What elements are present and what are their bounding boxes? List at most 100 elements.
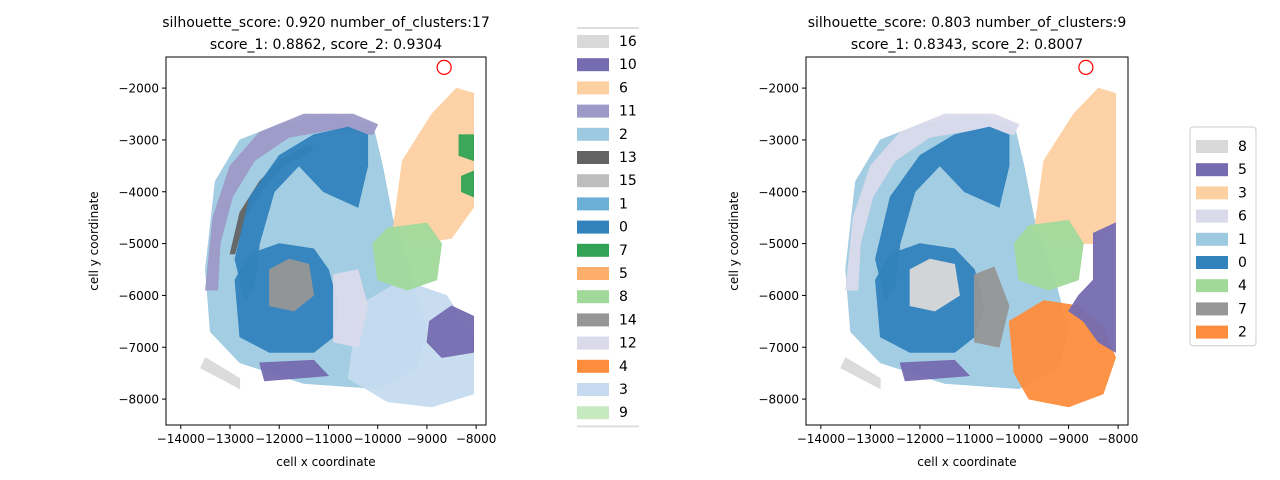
- y-ticks: −8000 −7000 −6000 −5000 −4000 −3000 −2000: [758, 82, 806, 407]
- x-tick-label: −10000: [995, 432, 1043, 446]
- legend-swatch: [1196, 325, 1228, 339]
- x-axis-label: cell x coordinate: [917, 455, 1016, 469]
- x-tick-label: −12000: [896, 432, 944, 446]
- chart-title-line-1: silhouette_score: 0.803 number_of_cluste…: [808, 15, 1127, 31]
- legend-swatch: [577, 151, 609, 164]
- cluster-region-11: [205, 113, 379, 291]
- legend-swatch: [577, 104, 609, 118]
- legend-swatch: [577, 174, 609, 188]
- legend-swatch: [577, 406, 609, 420]
- legend-label: 4: [1238, 278, 1247, 294]
- y-tick-label: −4000: [758, 185, 799, 199]
- y-axis-label: cell y coordinate: [727, 191, 741, 290]
- legend-label: 2: [619, 127, 628, 143]
- y-tick-label: −7000: [758, 341, 799, 355]
- legend-label: 8: [1238, 139, 1247, 155]
- legend: 8 5 3 6 1 0 4 7 2: [1189, 126, 1257, 347]
- x-tick-label: −13000: [846, 432, 894, 446]
- y-tick-label: −7000: [118, 341, 159, 355]
- legend-label: 0: [1238, 255, 1247, 271]
- legend-swatch: [577, 58, 609, 72]
- scatter-regions: [840, 87, 1116, 408]
- legend-label: 14: [619, 312, 637, 328]
- legend-label: 15: [619, 173, 637, 189]
- cluster-region-8: [909, 258, 960, 312]
- y-axis-label: cell y coordinate: [87, 191, 101, 290]
- legend-swatch: [577, 290, 609, 304]
- cluster-region-7: [974, 266, 1010, 348]
- legend-label: 11: [619, 104, 637, 120]
- legend-label: 1: [1238, 232, 1247, 248]
- legend-label: 7: [619, 243, 628, 259]
- scatter-regions: [200, 87, 475, 408]
- legend-label: 0: [619, 220, 628, 236]
- cluster-region-12: [333, 269, 369, 348]
- legend-swatch: [1196, 279, 1228, 293]
- x-tick-label: −14000: [797, 432, 845, 446]
- legend-swatch: [577, 197, 609, 211]
- cluster-region-4: [1013, 219, 1084, 291]
- y-tick-label: −8000: [118, 393, 159, 407]
- legend-label: 8: [619, 289, 628, 305]
- legend-label: 10: [619, 57, 637, 73]
- highlight-marker: [436, 59, 452, 75]
- x-tick-label: −11000: [945, 432, 993, 446]
- legend-label: 4: [619, 359, 628, 375]
- legend-label: 3: [1238, 185, 1247, 201]
- cluster-region-5: [1068, 222, 1116, 353]
- legend-swatch: [577, 267, 609, 280]
- legend-swatch: [1196, 209, 1228, 223]
- x-tick-label: −8000: [1098, 432, 1139, 446]
- legend-swatch: [577, 127, 609, 141]
- legend-label: 5: [619, 266, 628, 282]
- y-ticks: −8000 −7000 −6000 −5000 −4000 −3000 −2000: [118, 82, 166, 407]
- legend-label: 12: [619, 336, 637, 352]
- cluster-region-8: [372, 222, 443, 291]
- chart-title-line-2: score_1: 0.8343, score_2: 0.8007: [851, 37, 1083, 53]
- legend-label: 1: [619, 196, 628, 212]
- legend-label: 16: [619, 34, 637, 50]
- plot-frame: [805, 56, 1129, 426]
- legend-swatch: [577, 81, 609, 95]
- legend-swatch: [1196, 232, 1228, 246]
- x-tick-label: −13000: [206, 432, 254, 446]
- legend-swatch: [577, 336, 609, 350]
- legend-label: 6: [619, 80, 628, 96]
- legend-label: 6: [1238, 209, 1247, 225]
- cluster-region-14: [269, 258, 315, 312]
- legend-swatch: [577, 359, 609, 373]
- legend-swatch: [577, 220, 609, 234]
- cluster-region-7: [461, 170, 475, 198]
- y-tick-label: −8000: [758, 393, 799, 407]
- legend-swatch: [577, 35, 609, 48]
- legend-swatch: [1196, 302, 1228, 316]
- legend-swatch: [577, 313, 609, 327]
- x-tick-label: −11000: [304, 432, 352, 446]
- legend-swatch: [577, 243, 609, 257]
- x-tick-label: −8000: [456, 432, 497, 446]
- y-tick-label: −4000: [118, 185, 159, 199]
- legend-swatch: [1196, 256, 1228, 269]
- x-ticks: −14000 −13000 −12000 −11000 −10000 −9000 −8000: [797, 425, 1139, 446]
- x-tick-label: −9000: [407, 432, 448, 446]
- y-tick-label: −2000: [758, 82, 799, 96]
- cluster-region-5: [899, 359, 971, 382]
- x-tick-label: −14000: [157, 432, 205, 446]
- y-tick-label: −6000: [118, 289, 159, 303]
- cluster-region-16: [200, 357, 241, 390]
- legend-label: 2: [1238, 325, 1247, 341]
- cluster-region-10: [426, 305, 475, 358]
- panel-left: silhouette_score: 0.920 number_of_cluste…: [87, 15, 639, 469]
- y-tick-label: −3000: [118, 133, 159, 147]
- cluster-region-8: [840, 357, 881, 390]
- cluster-region-7: [458, 134, 475, 162]
- y-tick-label: −5000: [758, 237, 799, 251]
- x-axis-label: cell x coordinate: [276, 455, 375, 469]
- y-tick-label: −5000: [118, 237, 159, 251]
- x-tick-label: −10000: [354, 432, 402, 446]
- plot-frame: [165, 56, 487, 426]
- legend-label: 9: [619, 405, 628, 421]
- cluster-region-6: [845, 113, 1020, 291]
